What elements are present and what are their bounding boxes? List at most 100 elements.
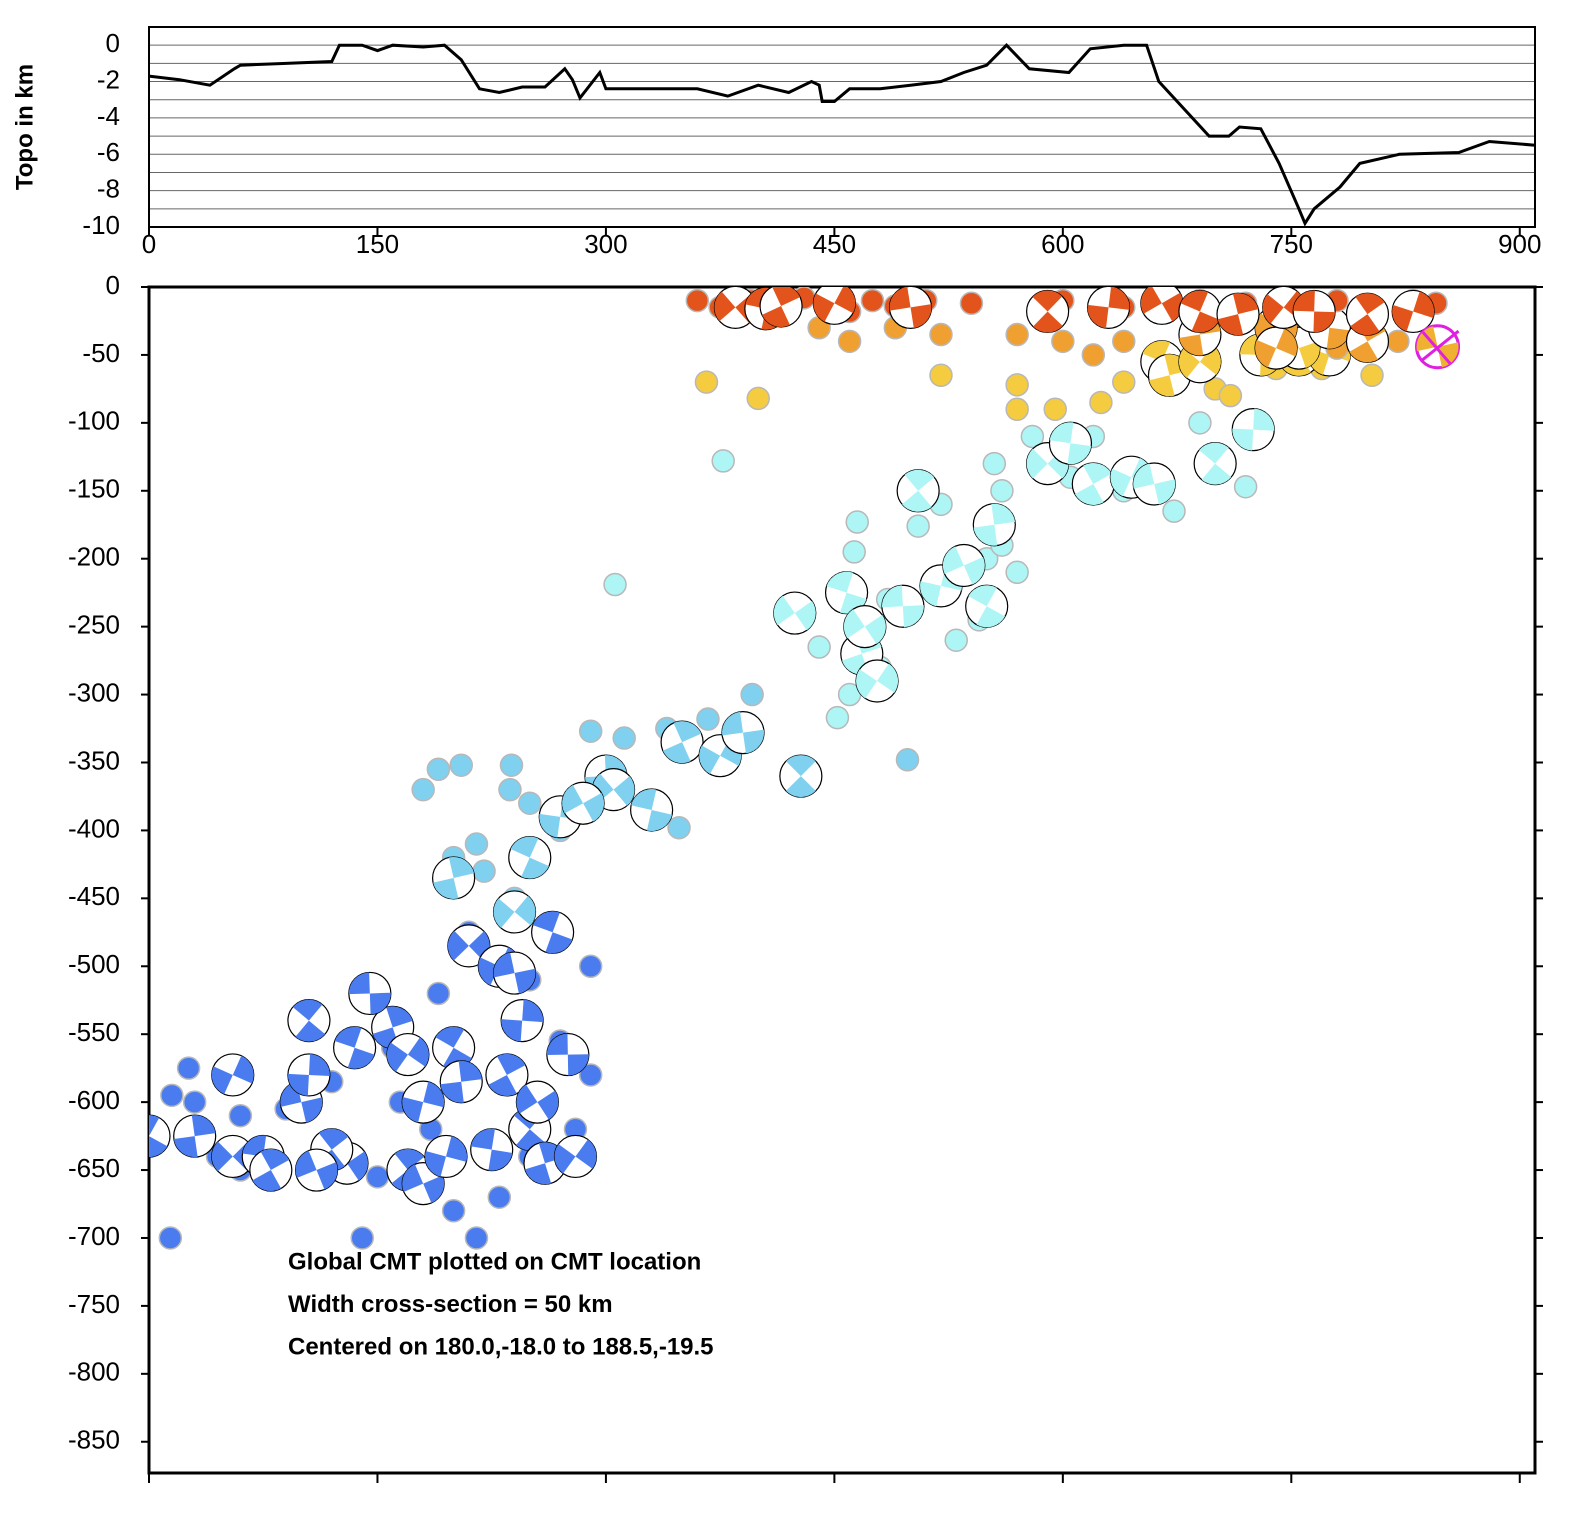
beachball-wedge bbox=[252, 1170, 282, 1192]
event-dot bbox=[518, 791, 542, 815]
beachball-wedge bbox=[786, 776, 816, 798]
event-dot bbox=[176, 1056, 201, 1080]
plot-frame bbox=[148, 26, 1536, 228]
event-dot bbox=[740, 682, 764, 707]
beachball-wedge bbox=[881, 585, 903, 608]
beachball-wedge bbox=[1437, 342, 1459, 368]
y-tick-label: -700 bbox=[68, 1221, 120, 1251]
event-dot bbox=[1005, 322, 1029, 347]
beachball-wedge bbox=[211, 1066, 233, 1095]
y-tick-label: -300 bbox=[68, 677, 120, 707]
beachball-wedge bbox=[334, 1026, 362, 1048]
beachball-wedge bbox=[510, 836, 539, 858]
beachball-wedge bbox=[699, 745, 721, 775]
beachball-wedge bbox=[1179, 334, 1204, 356]
beachball-wedge bbox=[516, 1084, 538, 1114]
beachball-wedge bbox=[501, 1019, 523, 1042]
beachball-wedge bbox=[1140, 287, 1162, 314]
event-dot bbox=[929, 363, 953, 388]
beachball-wedge bbox=[242, 1135, 267, 1157]
beachball-wedge bbox=[191, 1115, 216, 1137]
beachball-wedge bbox=[546, 1033, 568, 1055]
beachball-wedge bbox=[1298, 341, 1320, 368]
annotation: Global CMT plotted on CMT location bbox=[288, 1248, 701, 1275]
beachball-wedge bbox=[369, 992, 391, 1015]
beachball-wedge bbox=[539, 813, 561, 838]
y-tick-label: -200 bbox=[68, 542, 120, 572]
y-tick-label: -100 bbox=[68, 406, 120, 436]
event-dot bbox=[1360, 363, 1384, 388]
event-dot bbox=[845, 510, 869, 534]
beachball-wedge bbox=[545, 932, 573, 954]
annotation: Centered on 180.0,-18.0 to 188.5,-19.5 bbox=[288, 1333, 714, 1360]
beachball-wedge bbox=[1326, 327, 1351, 349]
event-dot bbox=[498, 777, 522, 802]
beachball-wedge bbox=[662, 742, 691, 764]
event-dot bbox=[1081, 343, 1106, 367]
beachball-wedge bbox=[1180, 290, 1209, 312]
beachball-wedge bbox=[488, 1074, 517, 1096]
event-dot bbox=[825, 705, 850, 730]
beachball-wedge bbox=[1253, 408, 1275, 431]
beachball-wedge bbox=[316, 1162, 338, 1190]
beachball-wedge bbox=[1293, 290, 1315, 312]
beachball-wedge bbox=[493, 898, 515, 929]
beachball-wedge bbox=[470, 1128, 495, 1150]
beachball-wedge bbox=[902, 605, 924, 628]
beachball-wedge bbox=[902, 490, 932, 512]
beachball-wedge bbox=[1199, 442, 1229, 464]
event-dot bbox=[694, 370, 719, 394]
beachball-wedge bbox=[394, 1149, 425, 1171]
beachball-wedge bbox=[423, 1081, 445, 1108]
beachball-wedge bbox=[493, 952, 515, 978]
beachball-wedge bbox=[1232, 293, 1259, 315]
event-dot bbox=[711, 449, 735, 473]
topo-line bbox=[148, 43, 1536, 227]
event-dot bbox=[696, 707, 720, 731]
beachball-wedge bbox=[772, 287, 801, 307]
event-dot bbox=[449, 753, 473, 777]
beachball-wedge bbox=[762, 306, 790, 328]
beachball-wedge bbox=[1108, 287, 1130, 310]
beachball-wedge bbox=[1201, 463, 1232, 485]
beachball-wedge bbox=[301, 1097, 323, 1123]
event-dot bbox=[1020, 424, 1045, 449]
event-dot bbox=[667, 815, 691, 840]
beachball-wedge bbox=[562, 784, 584, 814]
beachball-wedge bbox=[347, 1047, 375, 1069]
beachball-wedge bbox=[834, 287, 856, 314]
beachball-wedge bbox=[423, 1175, 445, 1203]
event-dot bbox=[499, 753, 524, 777]
beachball-wedge bbox=[646, 810, 673, 832]
beachball-wedge bbox=[514, 968, 536, 994]
beachball-wedge bbox=[407, 1037, 429, 1067]
nodal-line bbox=[1421, 331, 1452, 365]
beachball-wedge bbox=[1074, 483, 1104, 505]
beachball-wedge bbox=[1033, 311, 1063, 333]
beachball-wedge bbox=[1154, 479, 1176, 505]
event-dot bbox=[464, 1226, 489, 1250]
beachball-wedge bbox=[1355, 293, 1385, 315]
event-dot bbox=[1386, 329, 1410, 354]
beachball-wedge bbox=[446, 1136, 468, 1162]
beachball-wedge bbox=[631, 789, 657, 811]
beachball-wedge bbox=[402, 1164, 424, 1192]
beachball-wedge bbox=[714, 291, 736, 322]
beachball-wedge bbox=[843, 609, 865, 639]
event-dot bbox=[1112, 370, 1136, 394]
event-dot bbox=[959, 291, 984, 316]
y-tick-label: -550 bbox=[68, 1017, 120, 1047]
event-dot bbox=[426, 757, 451, 782]
beachball-wedge bbox=[904, 469, 935, 491]
beachball-wedge bbox=[963, 556, 985, 585]
beachball-wedge bbox=[910, 304, 932, 329]
beachball-wedge bbox=[973, 524, 998, 546]
event-dot bbox=[578, 954, 603, 979]
beachball-wedge bbox=[292, 999, 323, 1021]
event-dot bbox=[1005, 560, 1029, 585]
beachball-wedge bbox=[440, 1081, 464, 1103]
beachball-wedge bbox=[613, 776, 635, 806]
event-dot bbox=[895, 748, 920, 772]
beachball-wedge bbox=[211, 1141, 233, 1172]
beachball-wedge bbox=[521, 857, 549, 879]
